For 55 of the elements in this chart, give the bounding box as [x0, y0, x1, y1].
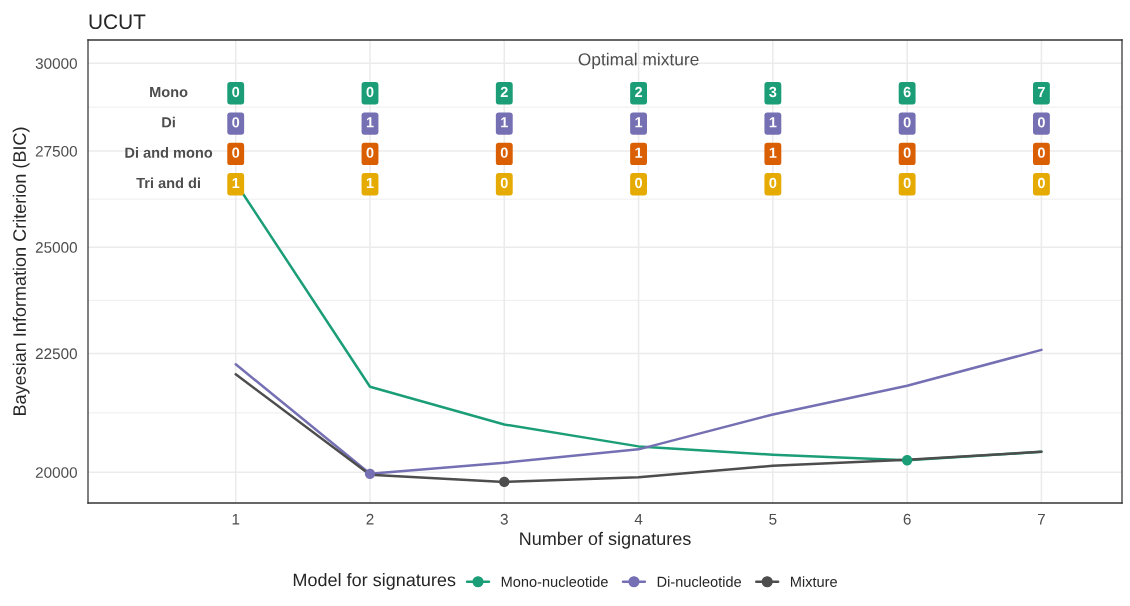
x-tick-label: 2 [366, 513, 374, 525]
annotation: 0 [1037, 177, 1045, 189]
y-tick-label: 20000 [35, 467, 77, 478]
annotation: 0 [1037, 147, 1045, 158]
annotation: 0 [903, 147, 911, 158]
annotation: 6 [903, 86, 911, 98]
y-axis-title: Bayesian Information Criterion (BIC) [12, 127, 30, 416]
x-tick-label: 7 [1037, 513, 1045, 525]
annotation: Tri and di [136, 177, 200, 189]
annotation: 0 [903, 177, 911, 189]
legend-label: Di-nucleotide [657, 576, 742, 587]
x-tick-label: 3 [500, 513, 508, 525]
annotation: 2 [500, 86, 508, 98]
annotation: 0 [500, 147, 508, 158]
annotation: 0 [366, 147, 374, 158]
annotation: 1 [769, 147, 777, 158]
y-tick-label: 30000 [35, 58, 77, 69]
x-tick-label: 5 [769, 513, 777, 525]
annotation: Mono [150, 86, 188, 98]
annotation: 1 [769, 117, 777, 128]
y-tick-label: 27500 [35, 145, 77, 157]
legend-label: Mixture [790, 576, 837, 587]
annotation: 0 [232, 86, 240, 98]
annotation: 0 [903, 117, 911, 128]
chart-title: UCUT [89, 14, 146, 30]
annotation: Di and mono [125, 147, 213, 158]
annotation: 1 [366, 117, 374, 128]
annotation: 0 [635, 177, 643, 189]
point [364, 468, 376, 479]
point [499, 476, 510, 488]
annotation: 1 [635, 147, 643, 158]
annotation: Optimal mixture [578, 52, 699, 69]
annotation: 0 [366, 86, 374, 98]
x-tick-label: 4 [634, 513, 643, 525]
annotation: 0 [500, 177, 508, 189]
annotation: Di [162, 116, 175, 128]
annotation: 1 [366, 177, 374, 188]
x-tick-label: 1 [232, 513, 240, 525]
annotation: 1 [501, 117, 508, 128]
y-tick-label: 25000 [35, 242, 77, 253]
legend-title: Model for signatures [293, 573, 456, 590]
point [901, 455, 913, 466]
legend-label: Mono-nucleotide [501, 576, 608, 587]
annotation: 1 [232, 177, 240, 188]
annotation: 7 [1038, 86, 1045, 98]
annotation: 0 [769, 177, 777, 189]
annotation: 3 [769, 86, 777, 98]
annotation: 0 [232, 147, 240, 158]
x-axis-title: Number of signatures [520, 531, 691, 549]
x-tick-label: 6 [903, 513, 911, 525]
annotation: 0 [232, 117, 240, 128]
annotation: 2 [635, 86, 643, 98]
annotation: 1 [635, 117, 643, 128]
y-tick-label: 22500 [35, 348, 77, 360]
annotation: 0 [1037, 117, 1045, 128]
